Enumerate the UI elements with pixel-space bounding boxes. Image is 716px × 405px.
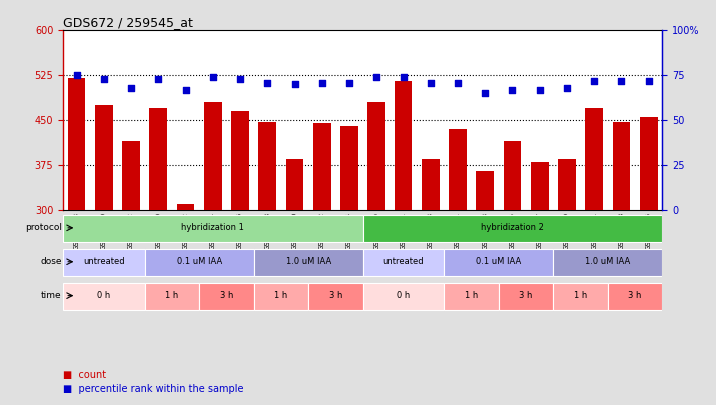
- Bar: [476, 171, 494, 210]
- Text: 3 h: 3 h: [519, 291, 533, 300]
- Text: ■  percentile rank within the sample: ■ percentile rank within the sample: [63, 384, 243, 394]
- Bar: [150, 108, 168, 210]
- Point: [453, 79, 464, 86]
- Point: [398, 74, 410, 80]
- Point: [371, 74, 382, 80]
- Bar: [531, 162, 548, 210]
- FancyBboxPatch shape: [553, 249, 662, 276]
- FancyBboxPatch shape: [445, 283, 499, 310]
- Bar: [313, 123, 331, 210]
- FancyBboxPatch shape: [63, 249, 145, 276]
- Bar: [95, 105, 112, 210]
- Bar: [395, 81, 412, 210]
- Point: [125, 85, 137, 91]
- FancyBboxPatch shape: [253, 249, 363, 276]
- FancyBboxPatch shape: [499, 283, 553, 310]
- Text: 1 h: 1 h: [465, 291, 478, 300]
- Text: dose: dose: [40, 257, 62, 266]
- FancyBboxPatch shape: [199, 283, 253, 310]
- FancyBboxPatch shape: [253, 283, 308, 310]
- Text: 1.0 uM IAA: 1.0 uM IAA: [585, 257, 631, 266]
- Text: 0 h: 0 h: [97, 291, 110, 300]
- Text: protocol: protocol: [24, 223, 62, 232]
- Text: untreated: untreated: [83, 257, 125, 266]
- Text: 1.0 uM IAA: 1.0 uM IAA: [286, 257, 331, 266]
- FancyBboxPatch shape: [363, 249, 445, 276]
- Text: hybridization 1: hybridization 1: [181, 223, 244, 232]
- Bar: [286, 159, 304, 210]
- Text: ■  count: ■ count: [63, 370, 106, 379]
- Bar: [449, 129, 467, 210]
- Text: 1 h: 1 h: [574, 291, 587, 300]
- Bar: [640, 117, 657, 210]
- FancyBboxPatch shape: [63, 215, 363, 242]
- Point: [480, 90, 491, 96]
- Text: 0 h: 0 h: [397, 291, 410, 300]
- Bar: [503, 141, 521, 210]
- Bar: [258, 122, 276, 210]
- Bar: [367, 102, 385, 210]
- Point: [316, 79, 327, 86]
- Point: [71, 72, 82, 79]
- Point: [425, 79, 437, 86]
- Bar: [613, 122, 630, 210]
- Point: [234, 76, 246, 82]
- Point: [289, 81, 300, 87]
- Bar: [340, 126, 358, 210]
- Text: GDS672 / 259545_at: GDS672 / 259545_at: [63, 16, 193, 29]
- Text: hybridization 2: hybridization 2: [481, 223, 544, 232]
- FancyBboxPatch shape: [608, 283, 662, 310]
- FancyBboxPatch shape: [145, 283, 199, 310]
- FancyBboxPatch shape: [145, 249, 253, 276]
- Bar: [68, 78, 85, 210]
- Point: [261, 79, 273, 86]
- FancyBboxPatch shape: [553, 283, 608, 310]
- Text: 3 h: 3 h: [220, 291, 233, 300]
- Text: untreated: untreated: [383, 257, 425, 266]
- Text: time: time: [41, 291, 62, 300]
- Point: [534, 86, 546, 93]
- Point: [153, 76, 164, 82]
- Point: [98, 76, 110, 82]
- FancyBboxPatch shape: [63, 283, 145, 310]
- Text: 3 h: 3 h: [329, 291, 342, 300]
- Text: 1 h: 1 h: [165, 291, 178, 300]
- Text: 0.1 uM IAA: 0.1 uM IAA: [177, 257, 222, 266]
- Point: [616, 77, 627, 84]
- Bar: [586, 108, 603, 210]
- FancyBboxPatch shape: [445, 249, 553, 276]
- FancyBboxPatch shape: [363, 215, 662, 242]
- Text: 1 h: 1 h: [274, 291, 288, 300]
- Point: [643, 77, 654, 84]
- Point: [561, 85, 573, 91]
- FancyBboxPatch shape: [308, 283, 363, 310]
- Text: 3 h: 3 h: [629, 291, 642, 300]
- Bar: [231, 111, 249, 210]
- Point: [507, 86, 518, 93]
- Bar: [177, 204, 195, 210]
- Point: [180, 86, 191, 93]
- Bar: [204, 102, 222, 210]
- Bar: [558, 159, 576, 210]
- Point: [589, 77, 600, 84]
- Point: [343, 79, 354, 86]
- Text: 0.1 uM IAA: 0.1 uM IAA: [476, 257, 521, 266]
- FancyBboxPatch shape: [363, 283, 445, 310]
- Bar: [422, 159, 440, 210]
- Point: [207, 74, 218, 80]
- Bar: [122, 141, 140, 210]
